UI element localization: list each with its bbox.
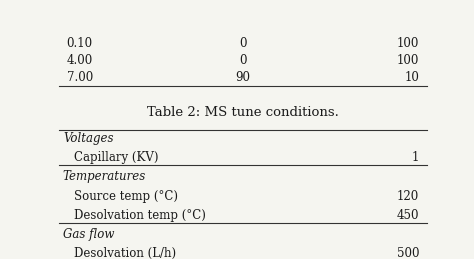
Text: 100: 100 (397, 54, 419, 67)
Text: Desolvation temp (°C): Desolvation temp (°C) (74, 209, 206, 222)
Text: Source temp (°C): Source temp (°C) (74, 190, 178, 203)
Text: Table 2: MS tune conditions.: Table 2: MS tune conditions. (147, 106, 339, 119)
Text: 0: 0 (239, 54, 246, 67)
Text: 1: 1 (412, 151, 419, 164)
Text: 0: 0 (239, 37, 246, 50)
Text: 500: 500 (397, 247, 419, 259)
Text: 450: 450 (397, 209, 419, 222)
Text: 100: 100 (397, 37, 419, 50)
Text: 90: 90 (236, 71, 250, 84)
Text: 4.00: 4.00 (66, 54, 93, 67)
Text: Capillary (KV): Capillary (KV) (74, 151, 158, 164)
Text: 10: 10 (404, 71, 419, 84)
Text: 0.10: 0.10 (66, 37, 93, 50)
Text: Gas flow: Gas flow (63, 228, 114, 241)
Text: Voltages: Voltages (63, 132, 113, 145)
Text: 7.00: 7.00 (66, 71, 93, 84)
Text: Temperatures: Temperatures (63, 170, 146, 183)
Text: Desolvation (L/h): Desolvation (L/h) (74, 247, 176, 259)
Text: 120: 120 (397, 190, 419, 203)
